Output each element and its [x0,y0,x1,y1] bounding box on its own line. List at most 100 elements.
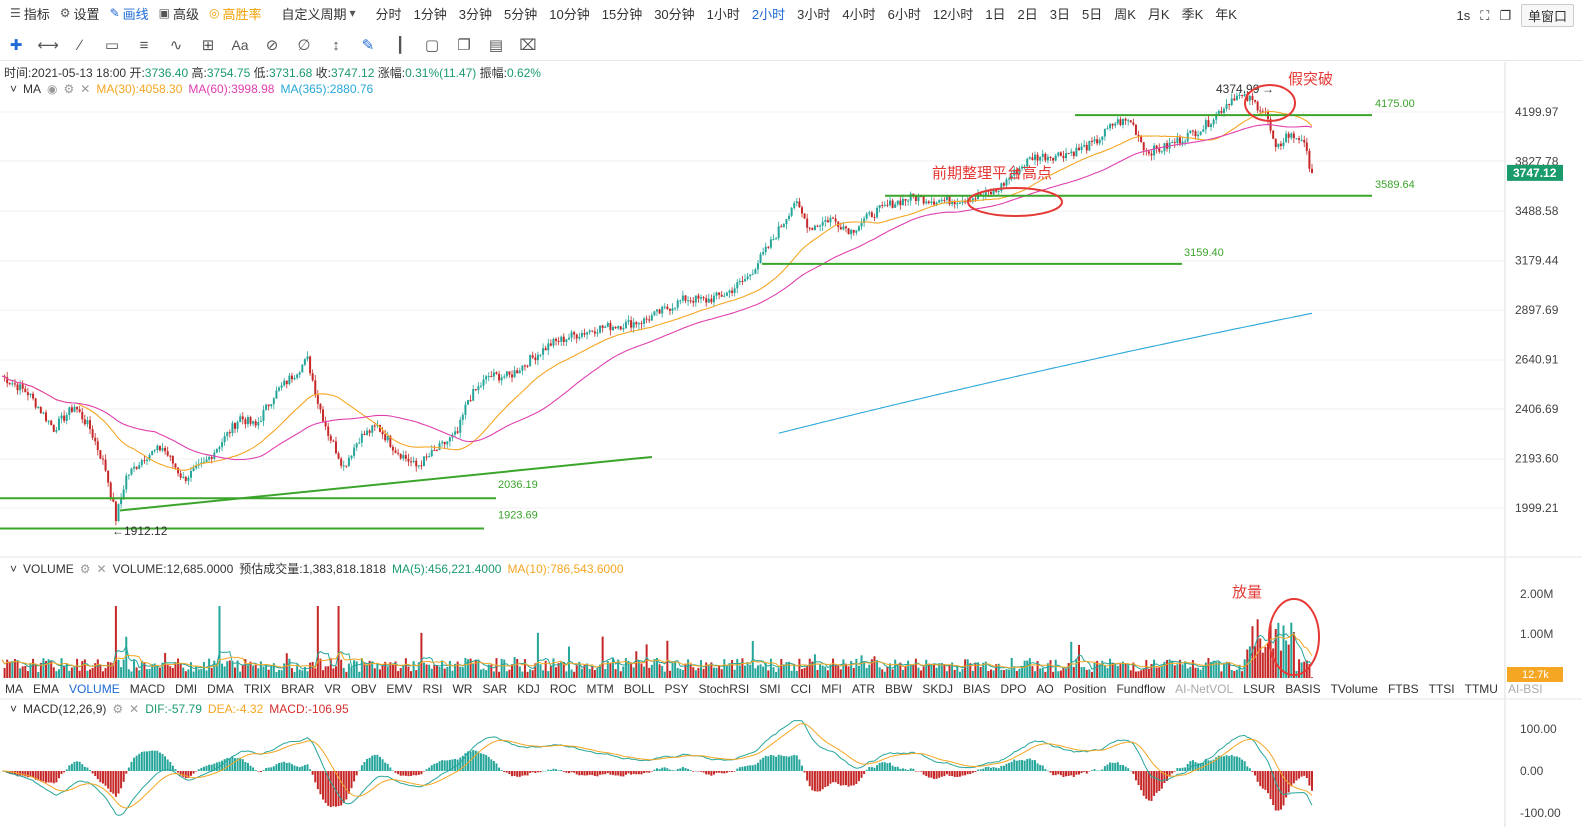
period-tab[interactable]: 30分钟 [654,6,695,22]
indicator-tab[interactable]: KDJ [517,682,540,696]
indicator-tab[interactable]: AO [1036,682,1054,696]
hide-drawings-icon[interactable]: ∅ [297,37,311,54]
fullscreen-icon[interactable]: ⛶ [1480,7,1490,23]
period-tab[interactable]: 1分钟 [413,6,447,22]
measure-tool-icon[interactable]: ⊞ [201,37,215,54]
macd-histogram-bar [640,771,643,775]
advanced-button[interactable]: ▣ 高级 [158,6,199,22]
indicator-tab[interactable]: EMA [33,682,60,696]
indicator-tab[interactable]: AI-NetVOL [1175,682,1234,696]
settings-button[interactable]: ⚙ 设置 [59,6,100,22]
period-tab[interactable]: 3小时 [797,6,831,22]
volume-bar [417,662,420,678]
indicator-tab[interactable]: VR [324,682,342,696]
indicator-tab[interactable]: WR [452,682,473,696]
macd-close-icon[interactable]: ✕ [129,702,140,716]
trend-line-tool-icon[interactable]: ∕ [78,36,82,54]
period-tab[interactable]: 4小时 [842,6,876,22]
indicator-tab[interactable]: EMV [386,682,413,696]
magnet-tool-icon[interactable]: ✎ [361,37,375,54]
compare-tool-icon[interactable]: ┃ [395,37,405,54]
copy-icon[interactable]: ❐ [457,37,471,54]
indicator-tab[interactable]: OBV [351,682,377,696]
indicator-tab[interactable]: SAR [482,682,508,696]
indicator-tab[interactable]: ATR [851,682,876,696]
indicator-tab[interactable]: Position [1063,682,1107,696]
ruler-tool-icon[interactable]: ↕ [332,36,340,54]
volume-settings-icon[interactable]: ⚙ [79,561,91,576]
period-tab[interactable]: 月K [1147,6,1170,22]
period-tab[interactable]: 分时 [375,6,402,22]
period-tab[interactable]: 10分钟 [549,6,590,22]
indicator-tab[interactable]: DMA [207,682,234,696]
indicator-tab[interactable]: BIAS [963,682,991,696]
lock-icon[interactable]: ▢ [424,37,440,54]
period-tab[interactable]: 5日 [1082,6,1103,22]
indicator-tab[interactable]: BOLL [623,682,655,696]
window-mode-select[interactable]: 单窗口 [1520,4,1574,27]
collapse-volume-icon[interactable]: ˅ [10,561,18,576]
indicator-tab[interactable]: Fundflow [1116,682,1166,696]
eraser-tool-icon[interactable]: ⊘ [265,37,279,54]
horizontal-line-tool-icon[interactable]: ⟷ [37,37,59,54]
indicator-tab[interactable]: StochRSI [698,682,750,696]
indicator-tab[interactable]: TTMU [1464,682,1498,696]
interval-select[interactable]: 1s [1456,8,1471,23]
indicator-tab[interactable]: MTM [586,682,614,696]
custom-period-select[interactable]: 自定义周期 ▾ [281,6,356,22]
eye-icon[interactable]: ◉ [47,82,58,96]
rectangle-tool-icon[interactable]: ▭ [104,37,120,54]
close-icon[interactable]: ✕ [80,82,91,96]
indicator-tab[interactable]: MACD [129,682,166,696]
indicator-tab[interactable]: SKDJ [922,682,954,696]
indicator-tab[interactable]: PSY [664,682,689,696]
settings-small-icon[interactable]: ⚙ [63,82,75,96]
indicator-tab[interactable]: DMI [175,682,198,696]
indicator-tab[interactable]: MA [5,682,23,696]
draw-line-button[interactable]: ✎ 画线 [109,6,149,22]
macd-settings-icon[interactable]: ⚙ [112,702,124,716]
collapse-macd-icon[interactable]: ˅ [10,702,18,716]
indicator-tab[interactable]: ROC [549,682,577,696]
indicator-button[interactable]: ☰ 指标 [10,6,50,22]
indicator-tab[interactable]: CCI [790,682,812,696]
collapse-icon[interactable]: ˅ [10,82,18,96]
indicator-tab[interactable]: BBW [885,682,913,696]
period-tab[interactable]: 6小时 [887,6,921,22]
period-tab[interactable]: 15分钟 [601,6,643,22]
indicator-tab[interactable]: TTSI [1428,682,1455,696]
indicator-tab[interactable]: FTBS [1387,682,1419,696]
text-tool-icon[interactable]: Aa [231,37,249,53]
template-icon[interactable]: ▤ [488,37,504,54]
period-tab[interactable]: 年K [1215,6,1237,22]
period-tab[interactable]: 3分钟 [458,6,493,22]
indicator-tab[interactable]: BASIS [1285,682,1321,696]
crosshair-tool-icon[interactable]: ✚ [9,37,23,54]
indicator-tab[interactable]: SMI [759,682,781,696]
volume-bar [632,667,635,678]
indicator-tab[interactable]: LSUR [1243,682,1276,696]
period-tab[interactable]: 1小时 [706,6,740,22]
period-tab[interactable]: 12小时 [932,6,974,22]
indicator-tab[interactable]: DPO [1000,682,1027,696]
wave-tool-icon[interactable]: ∿ [169,37,183,54]
volume-close-icon[interactable]: ✕ [96,561,107,576]
period-tab[interactable]: 2小时 [751,6,786,22]
indicator-tab[interactable]: TRIX [243,682,272,696]
indicator-tab[interactable]: AI-BSI [1507,682,1543,696]
period-tab[interactable]: 5分钟 [504,6,538,22]
indicator-tab[interactable]: VOLUME [69,682,120,696]
indicator-tab[interactable]: BRAR [281,682,315,696]
screenshot-icon[interactable]: ❐ [1499,7,1511,23]
parallel-channel-tool-icon[interactable]: ≡ [139,36,149,54]
indicator-tab[interactable]: MFI [821,682,842,696]
period-tab[interactable]: 2日 [1017,6,1038,22]
trash-icon[interactable]: ⌧ [519,37,537,54]
period-tab[interactable]: 1日 [985,6,1006,22]
indicator-tab[interactable]: RSI [422,682,443,696]
period-tab[interactable]: 周K [1114,6,1136,22]
period-tab[interactable]: 3日 [1049,6,1071,22]
period-tab[interactable]: 季K [1181,6,1204,22]
winrate-button[interactable]: ◎ 高胜率 [209,6,262,22]
indicator-tab[interactable]: TVolume [1330,682,1378,696]
